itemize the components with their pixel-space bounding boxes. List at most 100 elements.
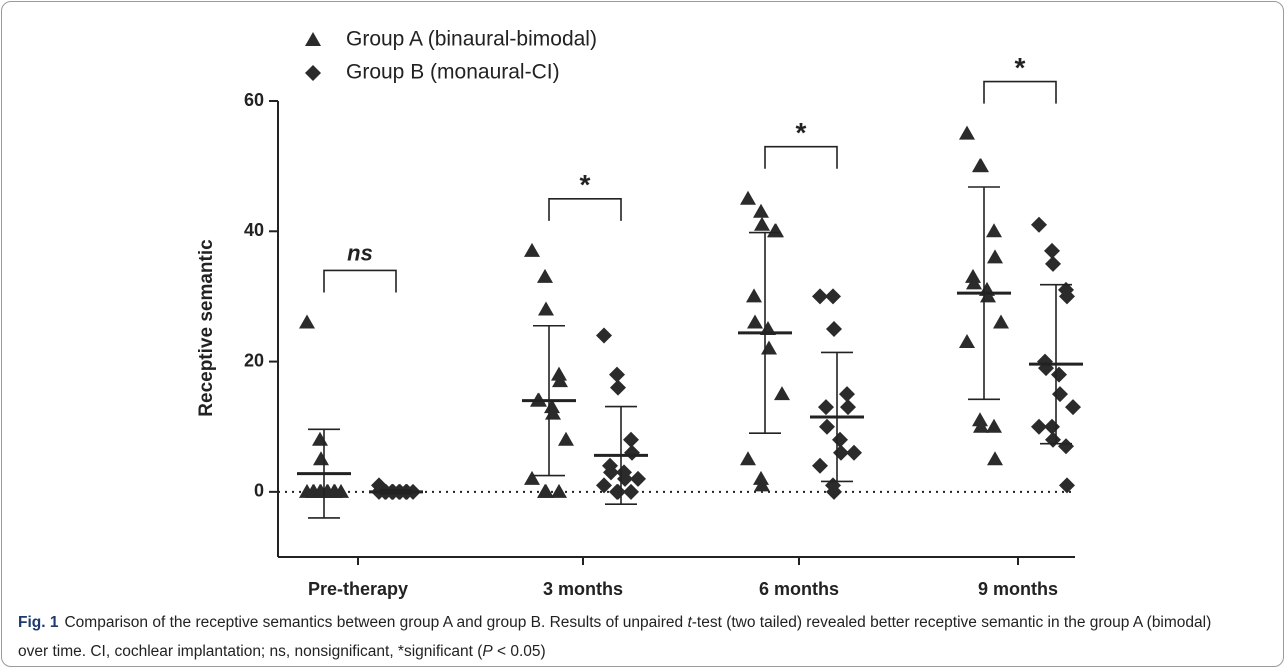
diamond-point bbox=[610, 483, 626, 500]
triangle-point bbox=[973, 158, 989, 173]
legend-label: Group A (binaural-bimodal) bbox=[346, 28, 597, 51]
diamond-point bbox=[1059, 288, 1075, 305]
triangle-point bbox=[747, 314, 763, 329]
y-tick-label: 0 bbox=[254, 481, 264, 501]
diamond-point bbox=[624, 444, 640, 461]
diamond-point bbox=[826, 483, 842, 500]
diamond-point bbox=[1045, 255, 1061, 272]
caption-text: t bbox=[687, 614, 692, 631]
diamond-point bbox=[609, 366, 625, 383]
diamond-point bbox=[623, 431, 639, 448]
triangle-point bbox=[524, 242, 540, 257]
triangle-point bbox=[972, 412, 988, 427]
triangle-point bbox=[305, 32, 321, 46]
triangle-point bbox=[552, 373, 568, 388]
triangle-point bbox=[299, 314, 315, 329]
triangle-point bbox=[538, 301, 554, 316]
diamond-point bbox=[1051, 366, 1067, 383]
x-tick-label: 3 months bbox=[543, 579, 623, 599]
diamond-point bbox=[825, 288, 841, 305]
x-tick-label: 9 months bbox=[978, 579, 1058, 599]
triangle-point bbox=[973, 418, 989, 433]
diamond-point bbox=[1052, 386, 1068, 403]
y-tick-label: 60 bbox=[244, 90, 264, 110]
triangle-point bbox=[551, 366, 567, 381]
triangle-point bbox=[753, 203, 769, 218]
triangle-point bbox=[753, 470, 769, 485]
diamond-point bbox=[812, 288, 828, 305]
triangle-point bbox=[754, 477, 770, 492]
diamond-point bbox=[839, 386, 855, 403]
diamond-point bbox=[1058, 438, 1074, 455]
y-tick-label: 40 bbox=[244, 220, 264, 240]
significance-bracket bbox=[983, 80, 1057, 104]
caption-text: P bbox=[482, 643, 493, 660]
triangle-point bbox=[959, 125, 975, 140]
chart: Receptive semantic 0 20 40 60 Pre-therapy ns 3… bbox=[196, 28, 1083, 599]
significance-label: ns bbox=[347, 240, 373, 265]
triangle-point bbox=[959, 334, 975, 349]
diamond-point bbox=[846, 444, 862, 461]
diamond-point bbox=[840, 399, 856, 416]
triangle-point bbox=[524, 470, 540, 485]
triangle-point bbox=[966, 275, 982, 290]
significance-label: * bbox=[796, 117, 807, 148]
triangle-point bbox=[987, 451, 1003, 466]
x-tick-label: 6 months bbox=[759, 579, 839, 599]
triangle-point bbox=[537, 268, 553, 283]
diamond-point bbox=[596, 477, 612, 494]
triangle-point bbox=[299, 483, 315, 498]
diamond-point bbox=[1031, 418, 1047, 435]
diamond-point bbox=[1044, 242, 1060, 259]
triangle-point bbox=[313, 483, 329, 498]
diamond-point bbox=[819, 418, 835, 435]
triangle-point bbox=[993, 314, 1009, 329]
y-axis-label: Receptive semantic bbox=[196, 239, 217, 417]
diamond-point bbox=[1044, 418, 1060, 435]
triangle-point bbox=[740, 451, 756, 466]
triangle-point bbox=[986, 418, 1002, 433]
triangle-point bbox=[774, 386, 790, 401]
significance-bracket bbox=[323, 269, 397, 293]
significance-bracket bbox=[548, 198, 622, 221]
triangle-point bbox=[740, 190, 756, 205]
triangle-point bbox=[768, 223, 784, 238]
triangle-point bbox=[326, 483, 342, 498]
diamond-point bbox=[623, 483, 639, 500]
caption-label: Fig. 1 bbox=[18, 614, 59, 631]
diamond-point bbox=[603, 464, 619, 481]
triangle-point bbox=[538, 483, 554, 498]
diamond-point bbox=[1045, 431, 1061, 448]
caption-text: -test (two tailed) revealed better recep… bbox=[18, 614, 1212, 660]
legend-label: Group B (monaural-CI) bbox=[346, 61, 560, 84]
significance-bracket bbox=[764, 145, 838, 169]
triangle-point bbox=[987, 249, 1003, 264]
triangle-point bbox=[551, 483, 567, 498]
y-tick-label: 20 bbox=[244, 350, 264, 370]
triangle-point bbox=[312, 431, 328, 446]
triangle-point bbox=[965, 268, 981, 283]
caption: Fig. 1 Comparison of the receptive semant… bbox=[18, 608, 1218, 666]
diamond-point bbox=[596, 327, 612, 344]
significance-label: * bbox=[580, 169, 591, 200]
significance-label: * bbox=[1015, 52, 1026, 83]
diamond-point bbox=[630, 470, 646, 487]
caption-text: Comparison of the receptive semantics be… bbox=[64, 614, 688, 631]
triangle-point bbox=[544, 399, 560, 414]
diamond-point bbox=[1031, 216, 1047, 233]
diamond-point bbox=[1065, 399, 1081, 416]
triangle-point bbox=[746, 288, 762, 303]
diamond-point bbox=[305, 65, 321, 81]
diamond-point bbox=[610, 379, 626, 396]
triangle-point bbox=[754, 216, 770, 231]
diamond-point bbox=[826, 321, 842, 337]
diamond-point bbox=[818, 399, 834, 416]
diamond-point bbox=[832, 431, 848, 448]
triangle-point bbox=[761, 340, 777, 355]
diamond-point bbox=[812, 457, 828, 474]
diamond-point bbox=[1059, 477, 1075, 494]
triangle-point bbox=[313, 451, 329, 466]
x-tick-label: Pre-therapy bbox=[308, 579, 408, 599]
